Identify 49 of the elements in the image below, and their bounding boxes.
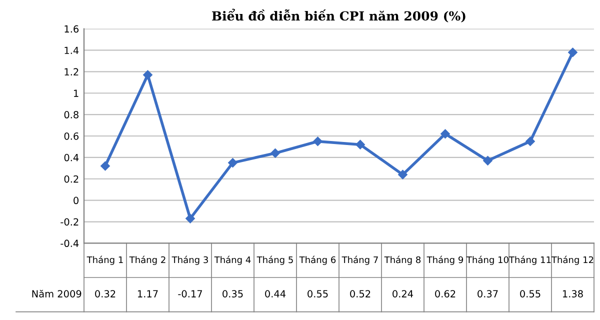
y-tick-label: -0.4	[60, 240, 79, 248]
y-tick-label: 0.2	[64, 175, 78, 183]
point	[270, 148, 280, 158]
x-tick-label: Tháng 6	[299, 256, 336, 265]
data-label: 0.52	[350, 290, 370, 298]
data-label: 0.44	[265, 290, 286, 298]
x-tick-label: Tháng 12	[551, 256, 594, 265]
data-label: 0.37	[478, 290, 498, 298]
text: Năm 2009	[32, 290, 82, 298]
y-tick-label: 0.6	[64, 132, 79, 140]
y-tick-label: 1	[74, 90, 78, 97]
data-label: -0.17	[178, 290, 202, 298]
point	[526, 136, 535, 146]
x-tick-label: Tháng 7	[342, 256, 378, 265]
y-tick-label: 1.6	[64, 25, 79, 33]
y-tick-label: 0.8	[64, 111, 78, 118]
x-tick-label: Tháng 3	[172, 256, 208, 265]
point	[100, 161, 110, 171]
x-tick-label: Tháng 2	[129, 256, 166, 265]
data-label: 0.55	[520, 290, 540, 298]
point	[356, 140, 365, 150]
point	[143, 70, 152, 80]
y-tick-label: 0.4	[64, 154, 79, 162]
point	[568, 48, 578, 58]
y-tick-label: 1.4	[64, 46, 79, 54]
data-label: 0.35	[222, 290, 243, 298]
point	[483, 156, 492, 166]
point	[440, 129, 450, 138]
y-tick-label: -0.2	[60, 218, 78, 226]
x-tick-label: Tháng 5	[256, 256, 293, 265]
x-tick-label: Tháng 8	[384, 256, 421, 265]
y-tick-label: 1.2	[64, 68, 78, 76]
x-tick-label: Tháng 9	[426, 256, 464, 265]
data-label: 0.62	[435, 290, 456, 298]
x-tick-label: Tháng 1	[86, 256, 123, 265]
data-label: 0.55	[308, 290, 328, 298]
point	[186, 214, 195, 224]
point	[398, 170, 408, 180]
data-label: 1.38	[562, 290, 583, 298]
y-tick-label: 0	[74, 196, 78, 204]
x-tick-label: Tháng 10	[466, 256, 508, 265]
x-tick-label: Tháng 11	[508, 256, 551, 265]
point	[228, 158, 238, 168]
point	[313, 136, 322, 146]
data-label: 0.24	[392, 290, 414, 298]
data-label: 1.17	[138, 290, 158, 298]
chart-title: Biểu đồ diễn biến CPI năm 2009 (%)	[212, 8, 466, 22]
data-label: 0.32	[95, 290, 116, 298]
x-tick-label: Tháng 4	[214, 256, 251, 265]
